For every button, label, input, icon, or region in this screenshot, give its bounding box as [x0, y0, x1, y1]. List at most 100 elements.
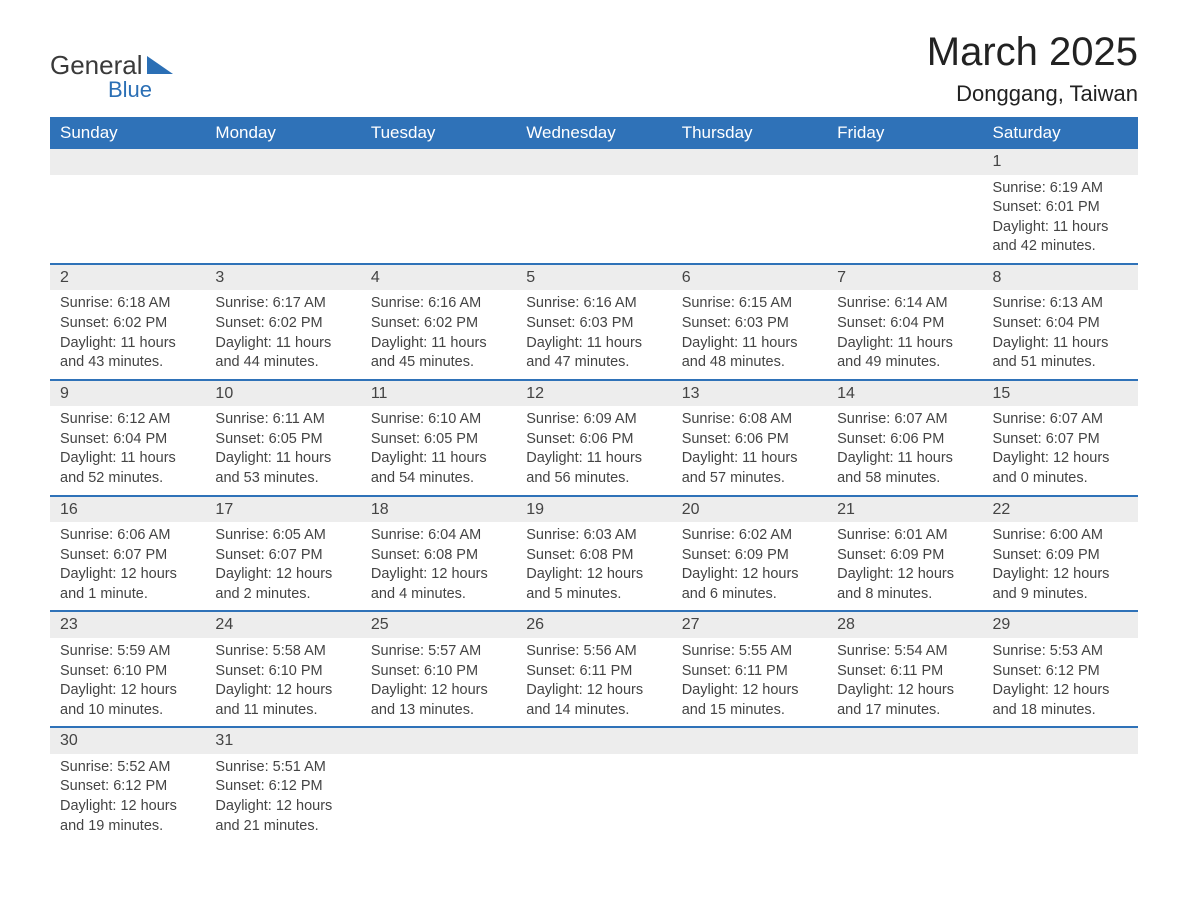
sunrise-line: Sunrise: 5:51 AM [215, 758, 350, 778]
calendar-day-cell: 19Sunrise: 6:03 AMSunset: 6:08 PMDayligh… [516, 496, 671, 612]
day-number: 4 [361, 265, 516, 291]
calendar-day-cell: 25Sunrise: 5:57 AMSunset: 6:10 PMDayligh… [361, 611, 516, 727]
calendar-week-row: 23Sunrise: 5:59 AMSunset: 6:10 PMDayligh… [50, 611, 1138, 727]
day-details: Sunrise: 6:09 AMSunset: 6:06 PMDaylight:… [516, 406, 671, 494]
day-details: Sunrise: 5:58 AMSunset: 6:10 PMDaylight:… [205, 638, 360, 726]
sunset-line: Sunset: 6:11 PM [682, 662, 817, 682]
daylight-line: Daylight: 11 hours and 57 minutes. [682, 449, 817, 488]
calendar-week-row: 9Sunrise: 6:12 AMSunset: 6:04 PMDaylight… [50, 380, 1138, 496]
sunset-line: Sunset: 6:08 PM [371, 546, 506, 566]
daylight-line: Daylight: 11 hours and 48 minutes. [682, 334, 817, 373]
day-details: Sunrise: 6:11 AMSunset: 6:05 PMDaylight:… [205, 406, 360, 494]
sunset-line: Sunset: 6:11 PM [526, 662, 661, 682]
sunset-line: Sunset: 6:07 PM [60, 546, 195, 566]
day-number: 14 [827, 381, 982, 407]
day-number: 23 [50, 612, 205, 638]
sunrise-line: Sunrise: 6:06 AM [60, 526, 195, 546]
sunset-line: Sunset: 6:12 PM [215, 777, 350, 797]
sunset-line: Sunset: 6:12 PM [993, 662, 1128, 682]
sunset-line: Sunset: 6:12 PM [60, 777, 195, 797]
calendar-week-row: 2Sunrise: 6:18 AMSunset: 6:02 PMDaylight… [50, 264, 1138, 380]
day-number: 3 [205, 265, 360, 291]
daylight-line: Daylight: 12 hours and 5 minutes. [526, 565, 661, 604]
sunrise-line: Sunrise: 6:02 AM [682, 526, 817, 546]
daylight-line: Daylight: 12 hours and 18 minutes. [993, 681, 1128, 720]
day-number: 11 [361, 381, 516, 407]
day-details: Sunrise: 6:08 AMSunset: 6:06 PMDaylight:… [672, 406, 827, 494]
daylight-line: Daylight: 11 hours and 47 minutes. [526, 334, 661, 373]
daylight-line: Daylight: 11 hours and 42 minutes. [993, 218, 1128, 257]
sunset-line: Sunset: 6:01 PM [993, 198, 1128, 218]
calendar-day-cell: 30Sunrise: 5:52 AMSunset: 6:12 PMDayligh… [50, 727, 205, 842]
col-header: Friday [827, 117, 982, 149]
day-details: Sunrise: 6:16 AMSunset: 6:02 PMDaylight:… [361, 290, 516, 378]
day-body-empty [827, 754, 982, 832]
day-number: 9 [50, 381, 205, 407]
sunrise-line: Sunrise: 6:15 AM [682, 294, 817, 314]
day-details: Sunrise: 6:03 AMSunset: 6:08 PMDaylight:… [516, 522, 671, 610]
calendar-day-cell [672, 149, 827, 264]
day-details: Sunrise: 6:18 AMSunset: 6:02 PMDaylight:… [50, 290, 205, 378]
sunrise-line: Sunrise: 5:59 AM [60, 642, 195, 662]
day-details: Sunrise: 6:06 AMSunset: 6:07 PMDaylight:… [50, 522, 205, 610]
sunrise-line: Sunrise: 5:57 AM [371, 642, 506, 662]
sunrise-line: Sunrise: 5:52 AM [60, 758, 195, 778]
day-body-empty [361, 754, 516, 832]
day-details: Sunrise: 6:16 AMSunset: 6:03 PMDaylight:… [516, 290, 671, 378]
day-number: 25 [361, 612, 516, 638]
daylight-line: Daylight: 12 hours and 15 minutes. [682, 681, 817, 720]
sunrise-line: Sunrise: 6:11 AM [215, 410, 350, 430]
sunrise-line: Sunrise: 6:07 AM [993, 410, 1128, 430]
daylight-line: Daylight: 11 hours and 58 minutes. [837, 449, 972, 488]
day-details: Sunrise: 6:07 AMSunset: 6:06 PMDaylight:… [827, 406, 982, 494]
sunset-line: Sunset: 6:04 PM [60, 430, 195, 450]
calendar-day-cell: 20Sunrise: 6:02 AMSunset: 6:09 PMDayligh… [672, 496, 827, 612]
day-number: 5 [516, 265, 671, 291]
day-number: 15 [983, 381, 1138, 407]
sunset-line: Sunset: 6:06 PM [526, 430, 661, 450]
calendar-day-cell: 1Sunrise: 6:19 AMSunset: 6:01 PMDaylight… [983, 149, 1138, 264]
sunrise-line: Sunrise: 6:00 AM [993, 526, 1128, 546]
day-details: Sunrise: 5:54 AMSunset: 6:11 PMDaylight:… [827, 638, 982, 726]
day-number: 2 [50, 265, 205, 291]
sunset-line: Sunset: 6:09 PM [837, 546, 972, 566]
day-body-empty [205, 175, 360, 253]
sunset-line: Sunset: 6:07 PM [215, 546, 350, 566]
day-number: 28 [827, 612, 982, 638]
day-body-empty [672, 754, 827, 832]
day-number-empty [827, 149, 982, 175]
day-details: Sunrise: 5:53 AMSunset: 6:12 PMDaylight:… [983, 638, 1138, 726]
day-number: 29 [983, 612, 1138, 638]
daylight-line: Daylight: 11 hours and 54 minutes. [371, 449, 506, 488]
logo-text-blue: Blue [108, 77, 152, 103]
day-number: 24 [205, 612, 360, 638]
day-details: Sunrise: 6:07 AMSunset: 6:07 PMDaylight:… [983, 406, 1138, 494]
sunset-line: Sunset: 6:10 PM [371, 662, 506, 682]
day-details: Sunrise: 6:15 AMSunset: 6:03 PMDaylight:… [672, 290, 827, 378]
calendar-day-cell: 31Sunrise: 5:51 AMSunset: 6:12 PMDayligh… [205, 727, 360, 842]
calendar-week-row: 30Sunrise: 5:52 AMSunset: 6:12 PMDayligh… [50, 727, 1138, 842]
day-number-empty [672, 728, 827, 754]
sunset-line: Sunset: 6:06 PM [837, 430, 972, 450]
day-details: Sunrise: 5:51 AMSunset: 6:12 PMDaylight:… [205, 754, 360, 842]
day-details: Sunrise: 6:02 AMSunset: 6:09 PMDaylight:… [672, 522, 827, 610]
daylight-line: Daylight: 11 hours and 43 minutes. [60, 334, 195, 373]
calendar-day-cell: 27Sunrise: 5:55 AMSunset: 6:11 PMDayligh… [672, 611, 827, 727]
day-body-empty [361, 175, 516, 253]
day-details: Sunrise: 6:19 AMSunset: 6:01 PMDaylight:… [983, 175, 1138, 263]
sunset-line: Sunset: 6:02 PM [60, 314, 195, 334]
daylight-line: Daylight: 11 hours and 51 minutes. [993, 334, 1128, 373]
day-number-empty [827, 728, 982, 754]
sunrise-line: Sunrise: 6:04 AM [371, 526, 506, 546]
calendar-day-cell: 21Sunrise: 6:01 AMSunset: 6:09 PMDayligh… [827, 496, 982, 612]
sunrise-line: Sunrise: 6:19 AM [993, 179, 1128, 199]
day-number: 7 [827, 265, 982, 291]
calendar-day-cell: 6Sunrise: 6:15 AMSunset: 6:03 PMDaylight… [672, 264, 827, 380]
sunset-line: Sunset: 6:10 PM [60, 662, 195, 682]
sunset-line: Sunset: 6:03 PM [682, 314, 817, 334]
day-body-empty [672, 175, 827, 253]
calendar-day-cell: 11Sunrise: 6:10 AMSunset: 6:05 PMDayligh… [361, 380, 516, 496]
sunset-line: Sunset: 6:04 PM [837, 314, 972, 334]
day-number-empty [205, 149, 360, 175]
title-block: March 2025 Donggang, Taiwan [927, 30, 1138, 107]
